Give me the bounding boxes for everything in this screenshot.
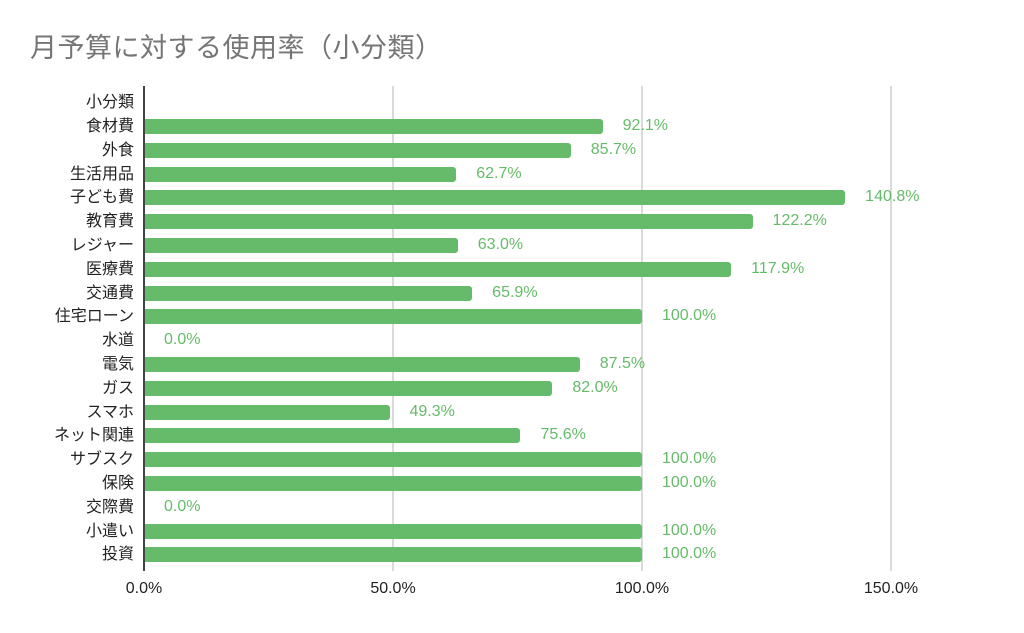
- bar: [145, 190, 846, 206]
- y-axis-line: [143, 86, 145, 571]
- value-label: 117.9%: [751, 259, 805, 277]
- value-label: 100.0%: [662, 521, 717, 539]
- value-label: 62.7%: [476, 164, 522, 182]
- category-label: 医療費: [85, 258, 134, 278]
- bar: [145, 142, 571, 158]
- value-label: 0.0%: [164, 497, 201, 515]
- bar: [145, 309, 642, 325]
- bar: [145, 119, 603, 134]
- value-label: 49.3%: [409, 402, 455, 420]
- category-label: 教育費: [85, 211, 134, 231]
- bar: [145, 476, 642, 491]
- bar: [145, 285, 473, 301]
- x-tick-label: 150.0%: [863, 580, 919, 597]
- value-label: 100.0%: [662, 474, 717, 491]
- category-label: ネット関連: [53, 425, 134, 445]
- category-label: 食材費: [85, 116, 134, 135]
- bar: [145, 261, 732, 277]
- category-label: 生活用品: [69, 163, 134, 183]
- value-label: 100.0%: [662, 307, 717, 325]
- value-label: 100.0%: [662, 545, 717, 563]
- value-label: 82.0%: [572, 378, 618, 396]
- category-label: 保険: [101, 473, 134, 492]
- bar: [145, 452, 642, 468]
- category-label: 小遣い: [85, 520, 134, 540]
- value-label: 75.6%: [540, 426, 586, 444]
- category-label: レジャー: [70, 235, 134, 254]
- bar: [145, 547, 642, 563]
- value-label: 140.8%: [865, 188, 920, 206]
- bar: [145, 166, 457, 182]
- value-label: 87.5%: [599, 355, 646, 372]
- bar: [145, 214, 753, 230]
- value-label: 63.0%: [477, 236, 524, 253]
- gridline: [392, 86, 394, 571]
- value-label: 65.9%: [492, 283, 538, 301]
- category-label: サブスク: [69, 449, 134, 469]
- value-label: 122.2%: [772, 212, 827, 230]
- category-label: ガス: [101, 377, 134, 397]
- category-label: 交際費: [85, 496, 134, 516]
- category-label: 電気: [101, 354, 134, 373]
- category-label: 交通費: [85, 282, 134, 302]
- value-label: 92.1%: [622, 117, 669, 134]
- bar: [145, 238, 458, 253]
- value-label: 0.0%: [164, 331, 201, 349]
- x-tick-label: 100.0%: [614, 580, 670, 597]
- bar: [145, 357, 580, 372]
- gridline: [890, 86, 892, 571]
- category-label: 投資: [101, 544, 134, 564]
- category-label: 住宅ローン: [54, 306, 134, 326]
- gridline: [641, 86, 643, 571]
- bar: [145, 404, 390, 420]
- bar: [145, 523, 642, 539]
- bar: [145, 428, 521, 444]
- x-tick-label: 0.0%: [125, 580, 163, 597]
- chart-title: 月予算に対する使用率（小分類）: [30, 33, 443, 64]
- bar: [145, 380, 553, 396]
- y-axis-header-label: 小分類: [85, 92, 134, 111]
- value-label: 85.7%: [590, 140, 637, 158]
- category-label: 水道: [101, 330, 134, 350]
- category-label: スマホ: [86, 401, 134, 421]
- x-tick-label: 50.0%: [370, 580, 416, 597]
- category-label: 外食: [101, 139, 134, 159]
- category-label: 子ども費: [69, 187, 134, 207]
- value-label: 100.0%: [662, 450, 717, 468]
